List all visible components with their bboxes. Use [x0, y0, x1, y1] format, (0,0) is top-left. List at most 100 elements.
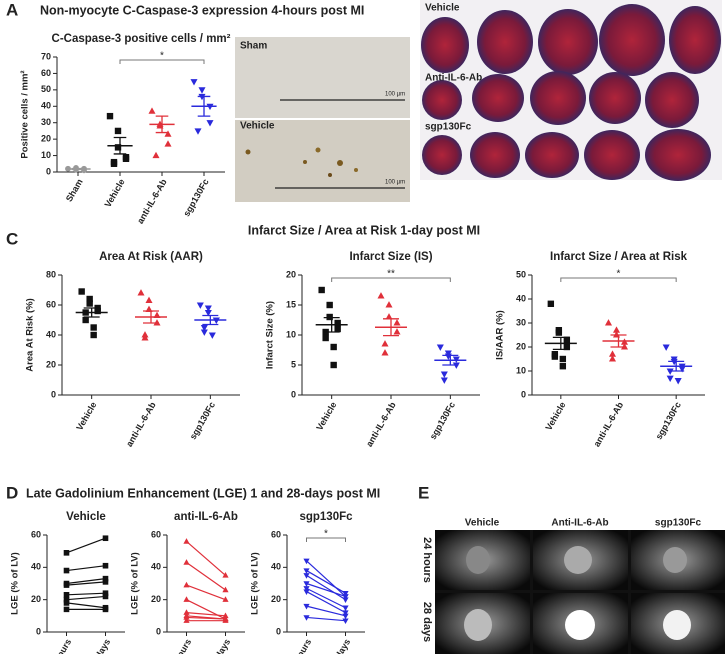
data-point — [436, 344, 444, 351]
column-label: sgp130Fc — [655, 518, 702, 529]
data-point — [303, 615, 310, 621]
pair-line — [306, 560, 346, 597]
data-point — [342, 613, 349, 620]
error-bar — [197, 95, 211, 117]
pair-line — [66, 581, 106, 586]
y-tick-label: 60 — [31, 529, 41, 539]
pair-line — [306, 582, 346, 598]
row-label: 28 days — [421, 602, 433, 642]
x-tick-label: Vehicle — [74, 400, 98, 432]
y-axis-label: LGE (% of LV) — [250, 552, 261, 615]
error-bar — [610, 334, 627, 348]
data-point — [342, 618, 349, 625]
pair-line — [186, 541, 226, 576]
error-bar — [323, 316, 340, 333]
data-point — [222, 572, 229, 578]
pair-line — [66, 537, 106, 554]
scale-bar-label: 100 µm — [385, 180, 405, 186]
data-point — [563, 336, 571, 343]
pair-line — [66, 602, 106, 609]
pair-line — [66, 578, 106, 585]
x-tick-label: 28 days — [327, 637, 352, 654]
y-tick-label: 20 — [271, 594, 281, 604]
y-tick-label: 10 — [516, 365, 526, 375]
data-point — [303, 586, 310, 592]
data-point — [334, 325, 341, 333]
significance-bracket — [306, 537, 346, 542]
mri-images: Vehicle Anti-IL-6-Ab sgp130Fc 24 hours 2… — [421, 518, 725, 654]
y-tick-label: 40 — [31, 562, 41, 572]
x-tick-label: Vehicle — [543, 400, 567, 432]
y-axis-label: Area At Risk (%) — [25, 298, 36, 372]
data-point — [194, 128, 202, 135]
data-point — [63, 592, 70, 598]
data-point — [63, 600, 70, 606]
error-bar — [71, 167, 85, 171]
data-point — [183, 609, 190, 615]
image-label: Sham — [240, 41, 267, 52]
data-point — [183, 559, 190, 565]
data-point — [303, 589, 310, 595]
y-tick-label: 20 — [31, 594, 41, 604]
x-tick-label: 24 hours — [46, 637, 73, 654]
data-point — [204, 305, 212, 312]
figure-title: Late Gadolinium Enhancement (LGE) 1 and … — [26, 486, 380, 500]
y-tick-label: 15 — [286, 299, 296, 309]
data-point — [90, 331, 97, 339]
data-point — [303, 568, 310, 574]
heart-sections: Vehicle Anti-IL-6-Ab sgp130Fc — [420, 0, 722, 181]
y-tick-label: 40 — [271, 562, 281, 572]
data-point — [110, 160, 118, 167]
image-label: sgp130Fc — [425, 122, 472, 133]
figure-title: Infarct Size / Area at Risk 1-day post M… — [248, 223, 480, 237]
significance-label: * — [324, 529, 328, 540]
y-tick-label: 60 — [271, 529, 281, 539]
data-point — [559, 355, 567, 363]
significance-bracket — [119, 59, 205, 64]
significance-bracket — [560, 277, 677, 282]
pair-line — [186, 584, 226, 601]
chart-title: Vehicle — [66, 511, 106, 523]
data-point — [608, 355, 617, 362]
error-bar — [668, 360, 685, 372]
significance-label: * — [617, 269, 621, 280]
data-point — [318, 286, 325, 294]
data-point — [551, 353, 559, 360]
y-tick-label: 70 — [41, 51, 51, 61]
data-point — [381, 349, 389, 356]
y-tick-label: 10 — [41, 150, 51, 160]
image-label: Vehicle — [425, 3, 460, 14]
data-point — [303, 573, 310, 579]
y-tick-label: 20 — [286, 269, 296, 279]
pair-line — [306, 570, 346, 594]
error-bar — [143, 310, 159, 324]
data-point — [102, 593, 109, 600]
data-point — [342, 610, 349, 616]
error-bar — [552, 336, 569, 351]
panel-label: A — [6, 0, 18, 19]
pair-line — [306, 574, 346, 601]
pair-line — [306, 605, 346, 617]
data-point — [330, 343, 337, 351]
data-point — [200, 324, 208, 332]
y-tick-label: 10 — [286, 329, 296, 339]
chart-title: Area At Risk (AAR) — [99, 251, 203, 263]
x-tick-label: Vehicle — [314, 400, 338, 432]
pair-line — [66, 595, 106, 601]
error-bar — [383, 318, 399, 337]
data-point — [86, 300, 93, 307]
data-point — [148, 107, 156, 114]
pair-line — [66, 592, 106, 596]
data-point — [196, 302, 204, 309]
y-tick-label: 30 — [41, 117, 51, 127]
chart-title: sgp130Fc — [299, 511, 353, 523]
data-point — [342, 605, 349, 612]
data-point — [137, 289, 145, 296]
x-tick-label: sgp130Fc — [181, 177, 210, 218]
panel-label: E — [418, 483, 429, 502]
data-point — [152, 151, 160, 159]
x-tick-label: 24 hours — [286, 637, 313, 654]
x-tick-label: 28 days — [87, 637, 112, 654]
y-tick-label: 40 — [46, 329, 56, 339]
